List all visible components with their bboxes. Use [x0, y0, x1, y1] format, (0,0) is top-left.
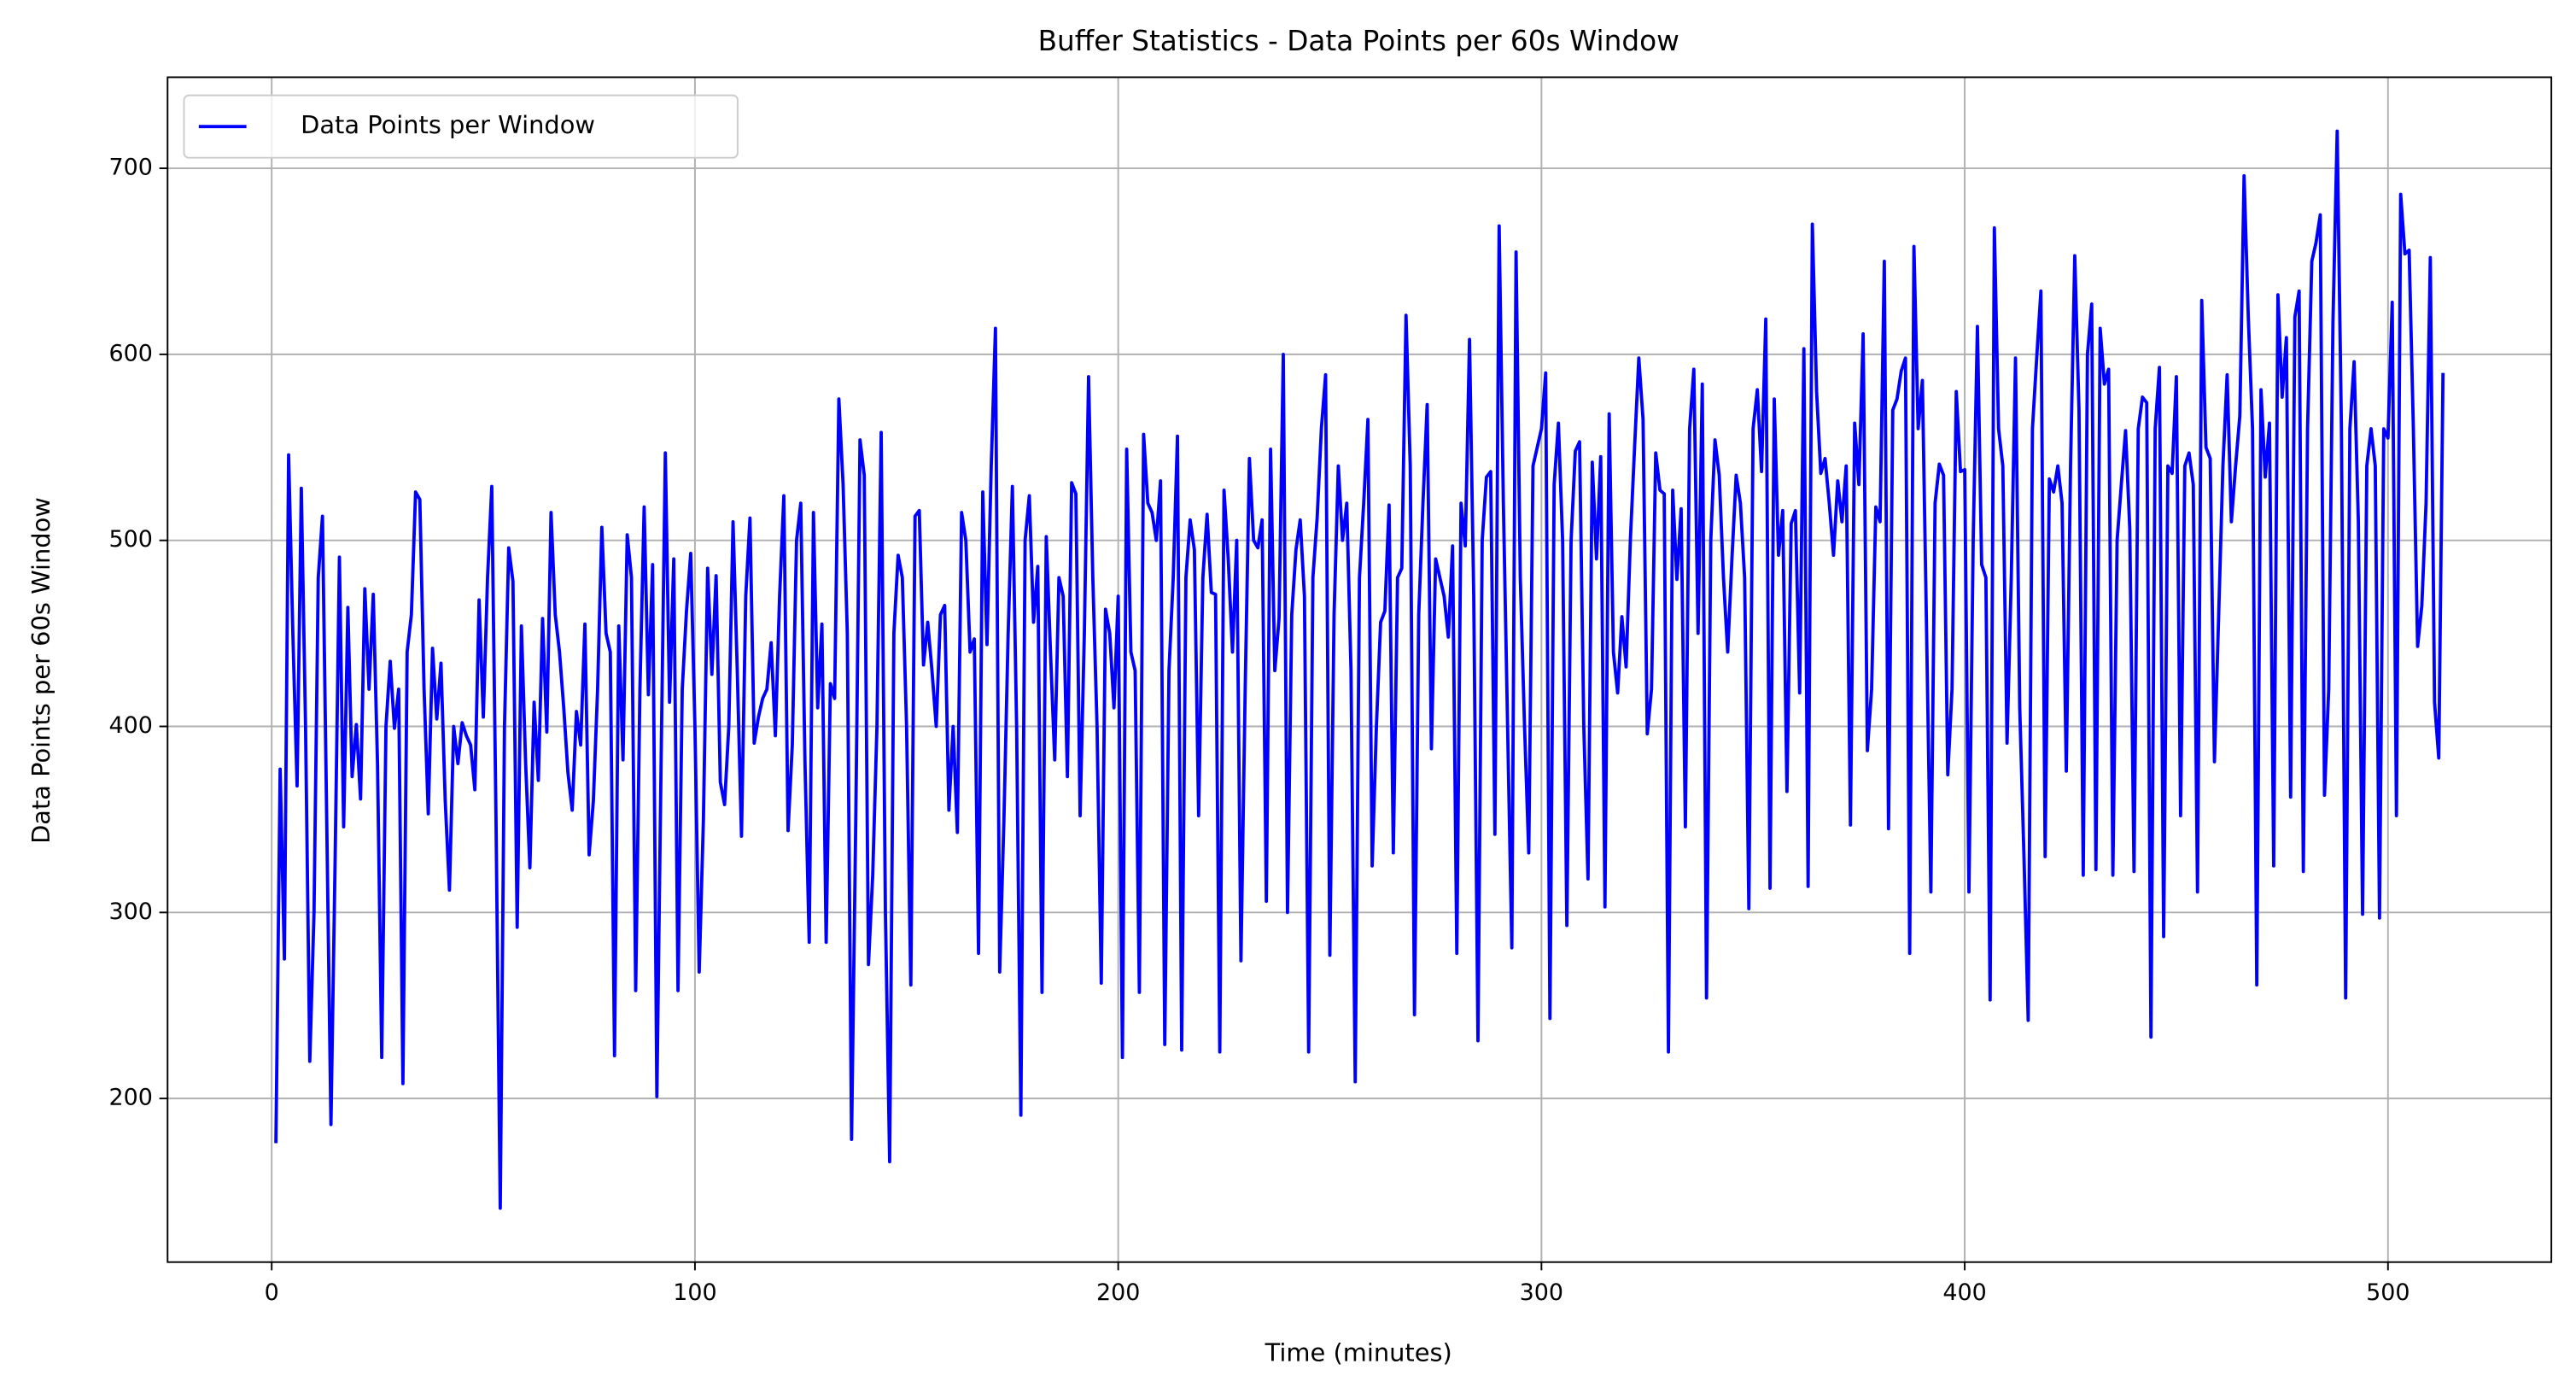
plot-frame	[166, 76, 2553, 1263]
x-tick-label: 500	[2366, 1279, 2410, 1306]
x-tick-label: 400	[1942, 1279, 1986, 1306]
chart-title: Buffer Statistics - Data Points per 60s …	[1038, 25, 1679, 57]
y-tick-label: 200	[109, 1085, 153, 1111]
y-tick-label: 300	[109, 899, 153, 925]
y-tick-label: 600	[109, 340, 153, 366]
x-tick-label: 0	[265, 1279, 279, 1306]
y-tick-label: 400	[109, 712, 153, 739]
data-line	[274, 129, 2445, 1210]
y-tick-label: 500	[109, 526, 153, 553]
legend-label: Data Points per Window	[301, 110, 595, 139]
legend-frame	[183, 94, 739, 159]
y-axis-label: Data Points per 60s Window	[26, 497, 55, 844]
x-tick-label: 100	[673, 1279, 716, 1306]
x-axis-label: Time (minutes)	[1265, 1338, 1452, 1367]
y-tick-label: 700	[109, 155, 153, 181]
x-tick-label: 200	[1096, 1279, 1140, 1306]
x-tick-label: 300	[1520, 1279, 1563, 1306]
legend: Data Points per Window	[183, 94, 739, 159]
